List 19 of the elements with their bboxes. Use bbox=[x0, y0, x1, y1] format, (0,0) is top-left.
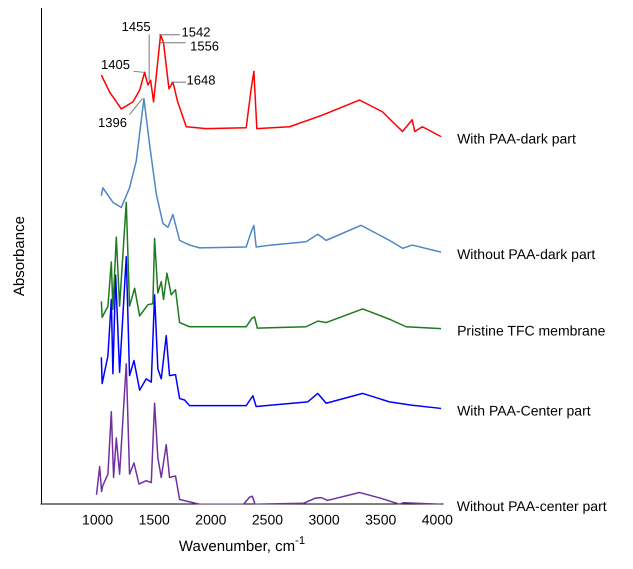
series-label: Pristine TFC membrane bbox=[457, 322, 606, 338]
annotation: 1396 bbox=[98, 115, 127, 130]
series-label: Without PAA-dark part bbox=[457, 246, 596, 262]
series-label: Without PAA-center part bbox=[456, 498, 607, 514]
series-label: With PAA-Center part bbox=[457, 402, 591, 418]
x-tick-label: 2500 bbox=[252, 511, 284, 528]
annotation: 1455 bbox=[122, 18, 151, 34]
x-tick-label: 3000 bbox=[308, 511, 340, 528]
annotation: 1648 bbox=[186, 72, 216, 88]
x-tick-label: 1000 bbox=[82, 511, 114, 528]
series-label: With PAA-dark part bbox=[457, 130, 576, 146]
annotation: 1556 bbox=[190, 38, 220, 54]
x-tick-label: 1500 bbox=[138, 511, 170, 528]
annotation: 1542 bbox=[182, 24, 210, 40]
annotation: 1405 bbox=[101, 56, 130, 72]
x-tick-label: 2000 bbox=[195, 511, 227, 528]
x-tick-label: 4000 bbox=[422, 511, 454, 528]
x-tick-label: 3500 bbox=[365, 511, 396, 528]
y-axis-title: Absorbance bbox=[11, 216, 28, 296]
